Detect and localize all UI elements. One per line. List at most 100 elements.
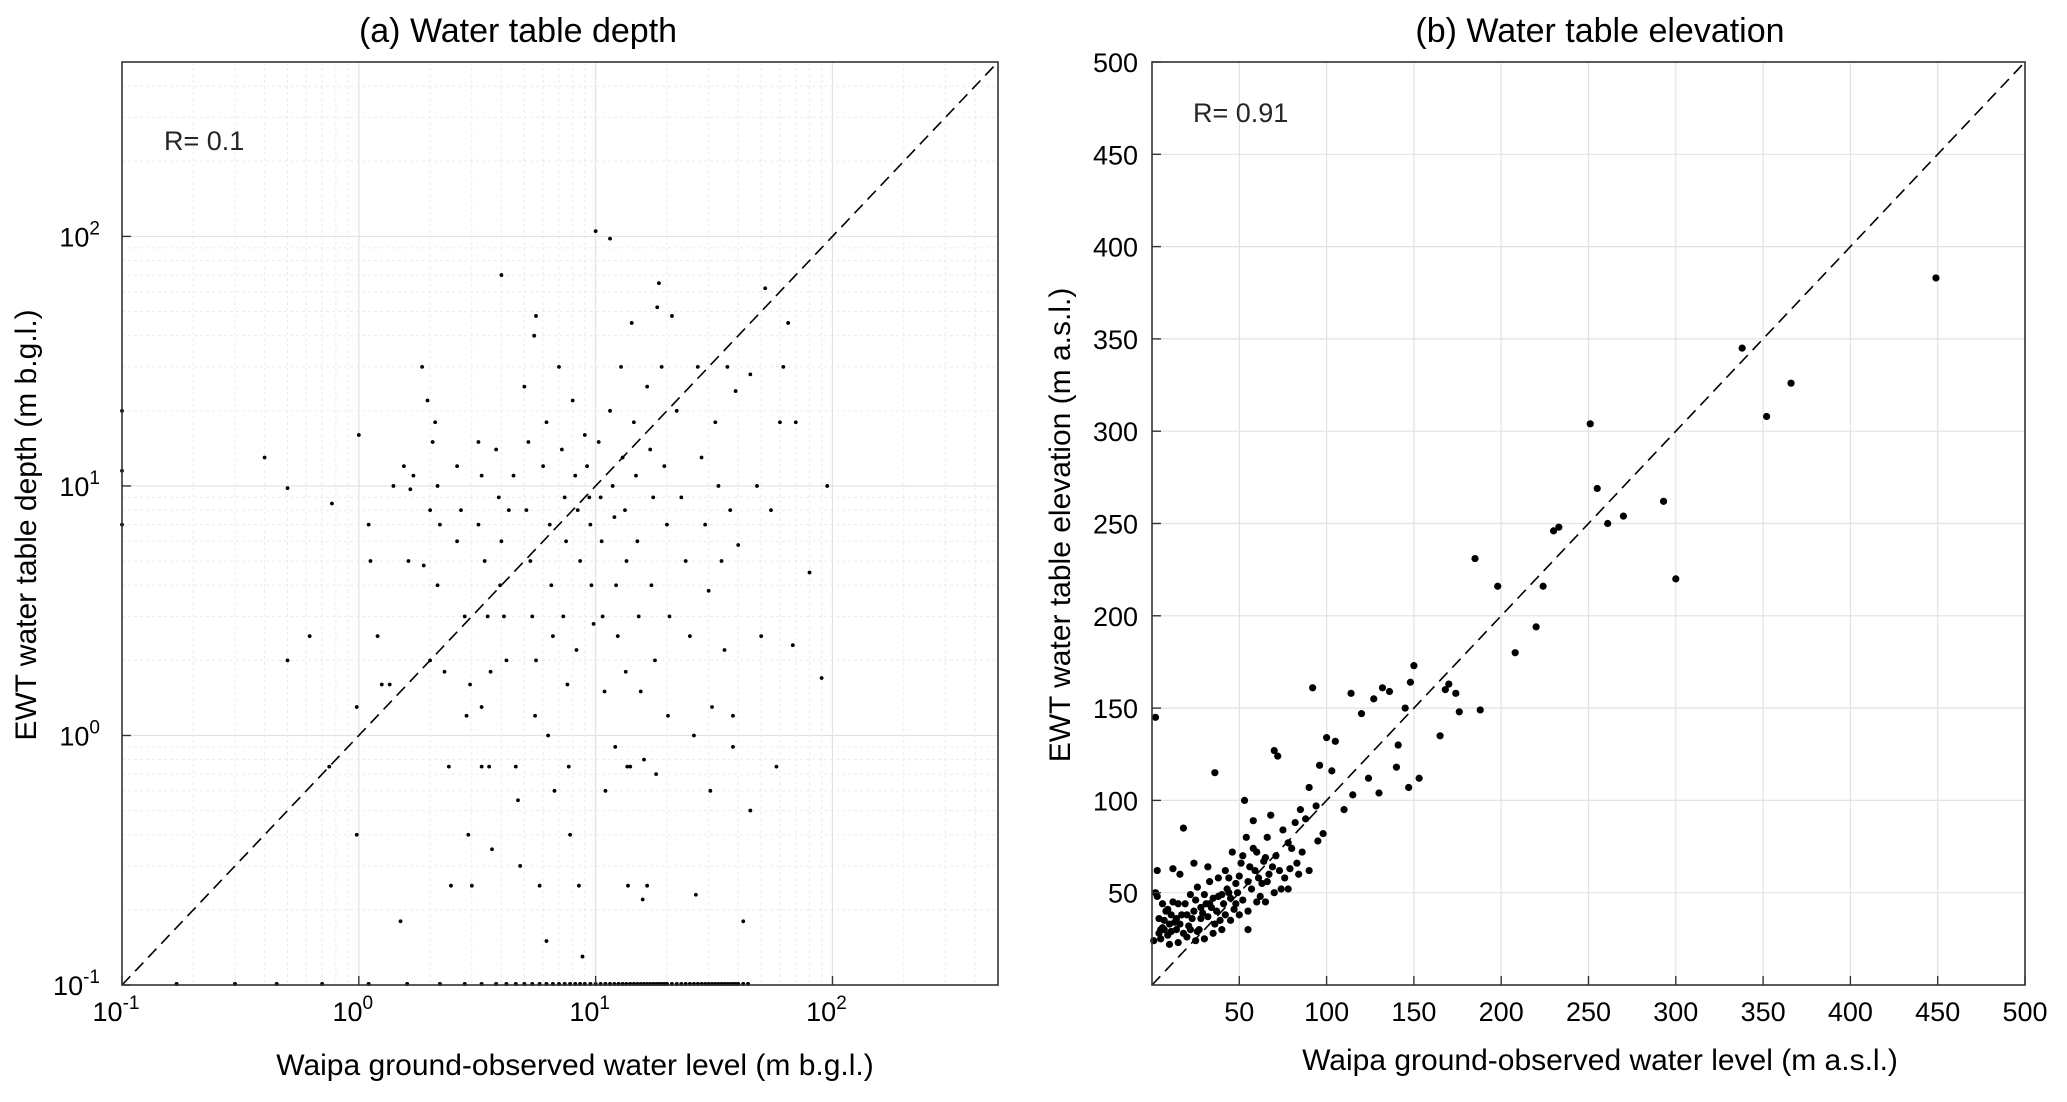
panel-b-point <box>1270 746 1278 755</box>
panel-b-point <box>1549 527 1558 535</box>
panel-b-point <box>1160 926 1168 934</box>
panel-b-point <box>1244 878 1252 886</box>
panel-b-point <box>1619 512 1628 520</box>
panel-b-point <box>1169 865 1177 873</box>
panel-b-y-tick-label: 400 <box>1093 233 1138 263</box>
panel-b-point <box>1364 774 1373 782</box>
panel-a-point <box>488 669 493 674</box>
panel-a-point <box>476 440 481 444</box>
panel-b-point <box>1314 837 1322 845</box>
panel-b-point <box>1178 911 1186 919</box>
panel-a-point <box>693 892 698 897</box>
panel-b-point <box>1762 412 1771 421</box>
panel-a-point <box>564 539 568 544</box>
panel-a-point <box>490 847 494 852</box>
panel-b-water-table-elevation: (b) Water table elevation 50 100 150 200 250… <box>1044 12 2048 1077</box>
panel-b-point <box>1323 734 1331 742</box>
panel-a-point <box>593 229 598 234</box>
panel-a-point <box>534 658 538 663</box>
panel-b-point <box>1228 848 1236 856</box>
panel-b-point <box>1401 704 1409 712</box>
panel-b-point <box>1169 898 1177 906</box>
panel-b-point <box>1164 931 1172 939</box>
panel-a-point <box>552 788 557 793</box>
panel-a-point <box>398 919 403 924</box>
panel-b-y-tick-label: 350 <box>1093 325 1138 355</box>
panel-b-point <box>1249 817 1257 825</box>
panel-b-point <box>1261 898 1270 906</box>
panel-b-point <box>1239 896 1247 904</box>
panel-a-axes-box <box>121 61 999 986</box>
panel-a-point <box>578 559 583 563</box>
panel-b-point <box>1235 872 1243 880</box>
panel-a-point <box>408 487 413 492</box>
panel-a-point <box>446 764 451 769</box>
panel-a-point <box>577 883 581 888</box>
panel-a-point <box>506 508 511 513</box>
panel-b-point <box>1157 935 1165 943</box>
panel-a-point <box>654 772 658 777</box>
panel-a-point <box>549 583 554 588</box>
panel-b-point <box>1211 769 1219 777</box>
panel-b-x-tick-label: 200 <box>1479 997 1524 1027</box>
panel-a-point <box>285 658 290 663</box>
panel-b-point <box>1284 839 1292 847</box>
panel-b-point <box>1268 863 1277 871</box>
panel-a-point <box>629 321 634 325</box>
panel-a-point <box>485 614 490 619</box>
panel-a-point <box>462 614 467 619</box>
panel-a-point <box>600 614 605 619</box>
panel-a-point <box>825 484 830 488</box>
panel-a-x-tick-label: 10-1 <box>93 993 140 1027</box>
panel-a-point <box>425 398 430 403</box>
panel-a-point <box>706 588 711 593</box>
panel-a-one-to-one-line <box>121 61 999 986</box>
panel-b-point <box>1378 684 1387 692</box>
panel-a-point <box>518 864 523 868</box>
panel-b-point <box>1295 870 1303 878</box>
panel-b-point <box>1738 344 1746 352</box>
panel-a-point <box>387 682 392 687</box>
panel-a-point <box>561 614 566 619</box>
panel-b-point <box>1291 818 1299 827</box>
panel-a-point <box>487 764 492 769</box>
panel-a-point <box>420 364 424 369</box>
panel-a-point <box>482 559 487 563</box>
panel-a-point <box>435 484 440 488</box>
panel-a-point <box>479 473 484 478</box>
panel-a-point <box>528 559 533 563</box>
panel-b-point <box>1357 710 1366 718</box>
panel-b-points <box>1150 274 1940 948</box>
panel-a-point <box>557 364 561 369</box>
panel-a-point <box>544 420 549 425</box>
panel-a-point <box>695 364 700 369</box>
panel-b-point <box>1186 926 1195 934</box>
panel-a-point <box>774 764 779 769</box>
panel-a-point <box>511 473 516 478</box>
panel-b-point <box>1494 582 1502 590</box>
panel-a-point <box>655 305 660 310</box>
panel-a-r-annotation: R= 0.1 <box>164 126 244 156</box>
panel-b-x-tick-label: 150 <box>1391 997 1436 1027</box>
panel-b-point <box>1192 896 1200 904</box>
panel-a-point <box>699 455 704 460</box>
panel-a-point <box>763 286 768 291</box>
panel-b-point <box>1216 916 1224 924</box>
panel-b-r-annotation: R= 0.91 <box>1193 98 1288 128</box>
panel-a-point <box>635 539 640 544</box>
panel-a-point <box>619 364 623 369</box>
panel-a-ticks: 10-110-1 100 100 101 101 102 102 <box>53 218 847 1027</box>
panel-b-point <box>1181 900 1189 908</box>
panel-b-point <box>1179 824 1188 832</box>
panel-b-point <box>1213 907 1221 915</box>
panel-a-point <box>499 539 504 544</box>
panel-b-point <box>1186 890 1195 899</box>
panel-a-point <box>438 522 442 527</box>
panel-a-point <box>608 408 612 413</box>
panel-a-point <box>667 614 672 619</box>
panel-a-x-tick-label: 102 <box>806 993 847 1027</box>
panel-b-point <box>1256 892 1264 900</box>
panel-b-point <box>1293 859 1301 867</box>
panel-a-point <box>547 522 552 527</box>
panel-a-point <box>710 705 714 709</box>
